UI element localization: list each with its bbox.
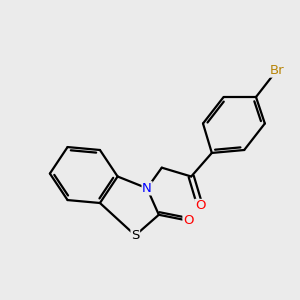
Text: S: S [131,229,140,242]
Text: Br: Br [269,64,284,77]
Text: N: N [142,182,152,195]
Text: O: O [195,200,205,212]
Text: O: O [183,214,194,227]
